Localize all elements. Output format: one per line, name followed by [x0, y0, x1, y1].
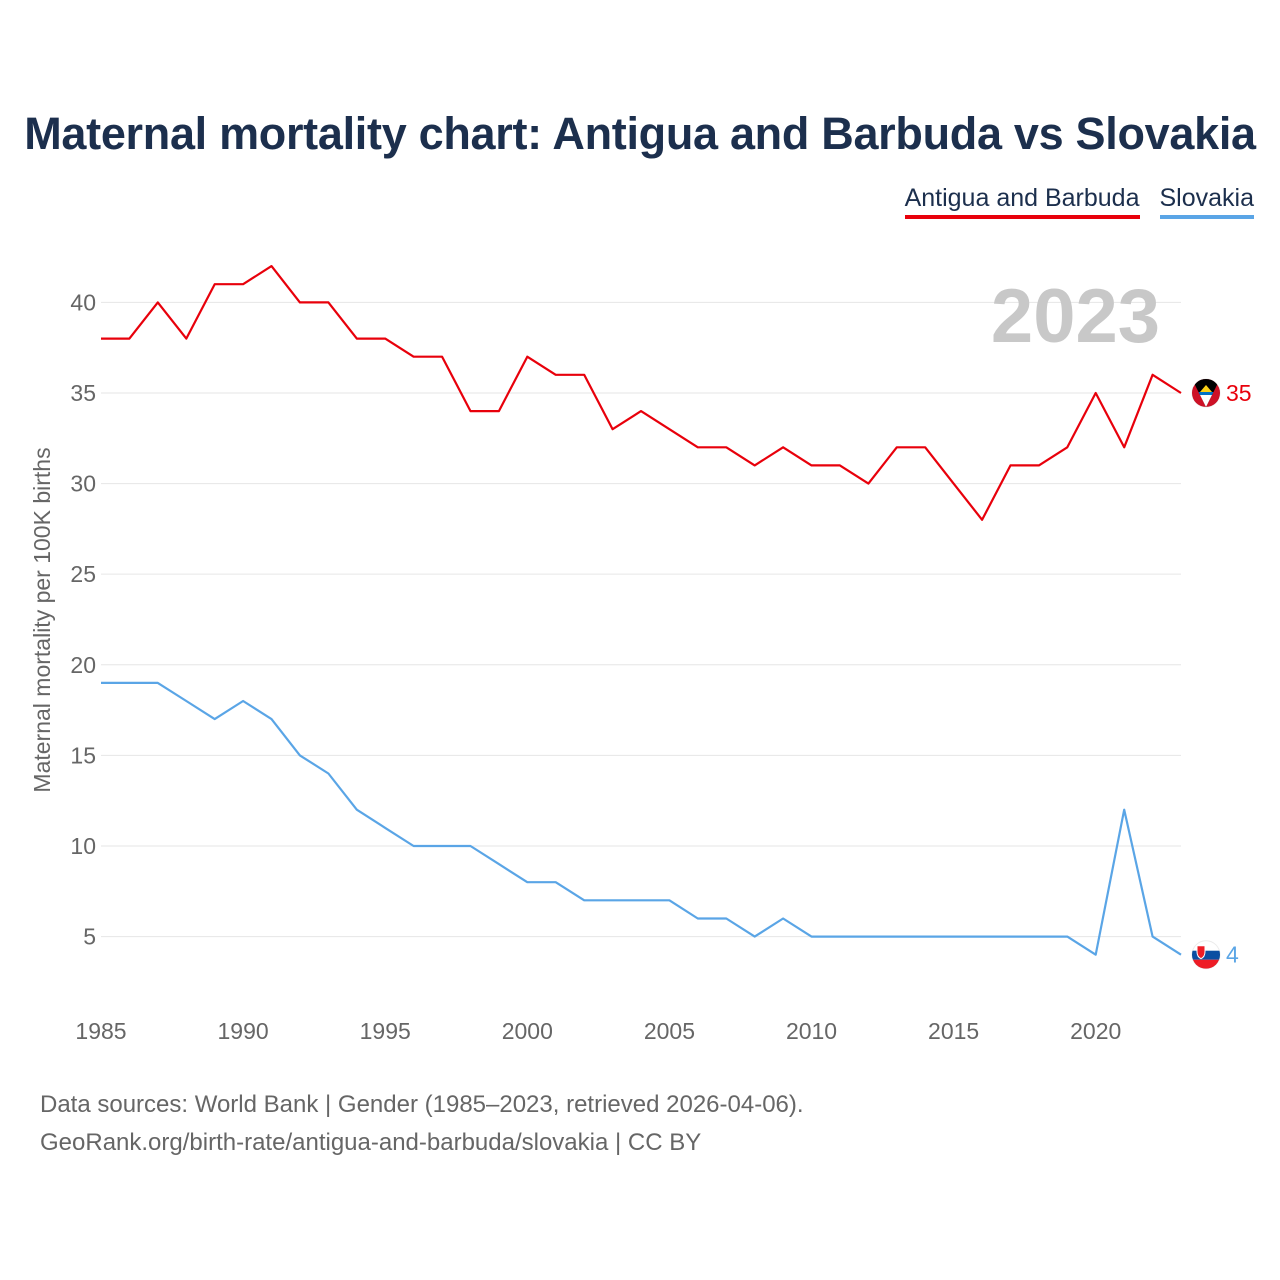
y-tick-5: 5: [83, 924, 96, 950]
year-label: 2023: [991, 274, 1160, 359]
x-tick-2010: 2010: [786, 1018, 837, 1044]
x-tick-2005: 2005: [644, 1018, 695, 1044]
y-tick-10: 10: [70, 833, 96, 859]
x-tick-2020: 2020: [1070, 1018, 1121, 1044]
data-source-note: Data sources: World Bank | Gender (1985–…: [40, 1091, 804, 1118]
flag-icon-slovakia: [1191, 940, 1221, 970]
y-tick-20: 20: [70, 652, 96, 678]
x-tick-1995: 1995: [360, 1018, 411, 1044]
y-tick-25: 25: [70, 561, 96, 587]
legend: Antigua and Barbuda Slovakia: [904, 184, 1254, 219]
y-tick-30: 30: [70, 471, 96, 497]
series-lines: [101, 265, 1182, 956]
y-tick-40: 40: [70, 289, 96, 315]
x-tick-2015: 2015: [928, 1018, 979, 1044]
y-axis-label: Maternal mortality per 100K births: [29, 447, 55, 792]
series-line-slovakia[interactable]: [101, 681, 1182, 956]
grid-lines: [101, 301, 1181, 938]
y-axis-ticks: 5 10 15 20 25 30 35 40: [70, 289, 96, 949]
legend-item-slovakia[interactable]: Slovakia: [1159, 184, 1254, 219]
series-line-antigua-and-barbuda[interactable]: [101, 265, 1182, 521]
end-label-antigua-and-barbuda: 35: [1226, 380, 1252, 406]
x-axis-ticks: 1985 1990 1995 2000 2005 2010 2015 2020: [75, 1018, 1121, 1044]
chart-title: Maternal mortality chart: Antigua and Ba…: [24, 108, 1256, 159]
legend-item-antigua-and-barbuda[interactable]: Antigua and Barbuda: [904, 184, 1140, 219]
line-chart: 5 10 15 20 25 30 35 40 1985 1990 1995 2000 2005 2010…: [29, 265, 1252, 1044]
end-label-slovakia: 4: [1226, 942, 1239, 968]
flag-icon-antigua-and-barbuda: [1191, 378, 1221, 408]
y-tick-35: 35: [70, 380, 96, 406]
end-markers: 35 4: [1191, 378, 1252, 970]
x-tick-2000: 2000: [502, 1018, 553, 1044]
footer: Data sources: World Bank | Gender (1985–…: [40, 1086, 804, 1162]
x-tick-1990: 1990: [218, 1018, 269, 1044]
source-link[interactable]: GeoRank.org/birth-rate/antigua-and-barbu…: [40, 1129, 702, 1156]
x-tick-1985: 1985: [75, 1018, 126, 1044]
y-tick-15: 15: [70, 742, 96, 768]
